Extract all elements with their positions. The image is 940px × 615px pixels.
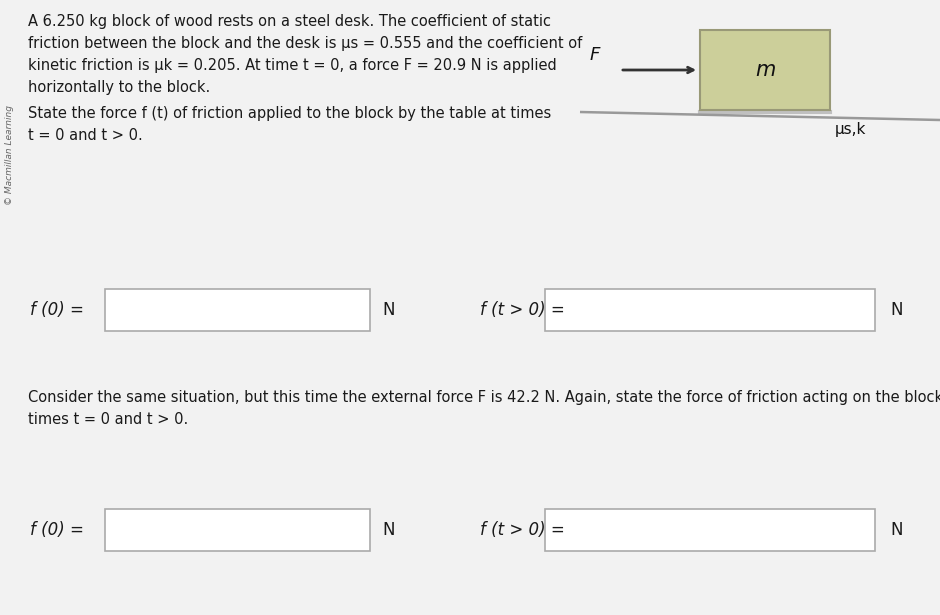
- Bar: [700, 30, 830, 110]
- Text: friction between the block and the desk is μs = 0.555 and the coefficient of: friction between the block and the desk …: [28, 36, 582, 51]
- Text: State the force f (t) of friction applied to the block by the table at times: State the force f (t) of friction applie…: [28, 106, 551, 121]
- Bar: [105, 509, 370, 551]
- Text: N: N: [890, 301, 902, 319]
- Text: © Macmillan Learning: © Macmillan Learning: [6, 105, 14, 205]
- Text: Consider the same situation, but this time the external force F is 42.2 N. Again: Consider the same situation, but this ti…: [28, 390, 940, 405]
- Text: f (0) =: f (0) =: [30, 301, 84, 319]
- Text: A 6.250 kg block of wood rests on a steel desk. The coefficient of static: A 6.250 kg block of wood rests on a stee…: [28, 14, 551, 29]
- Text: f (t > 0) =: f (t > 0) =: [480, 521, 565, 539]
- Bar: [105, 289, 370, 331]
- Bar: [545, 509, 875, 551]
- Text: m: m: [755, 60, 776, 80]
- Text: horizontally to the block.: horizontally to the block.: [28, 80, 211, 95]
- Text: f (0) =: f (0) =: [30, 521, 84, 539]
- Text: t = 0 and t > 0.: t = 0 and t > 0.: [28, 128, 143, 143]
- Text: kinetic friction is μk = 0.205. At time t = 0, a force F = 20.9 N is applied: kinetic friction is μk = 0.205. At time …: [28, 58, 556, 73]
- Text: N: N: [382, 301, 395, 319]
- Text: F: F: [590, 46, 601, 64]
- Text: N: N: [890, 521, 902, 539]
- Bar: [545, 289, 875, 331]
- Text: f (t > 0) =: f (t > 0) =: [480, 301, 565, 319]
- Text: N: N: [382, 521, 395, 539]
- Text: μs,k: μs,k: [835, 122, 867, 137]
- Text: times t = 0 and t > 0.: times t = 0 and t > 0.: [28, 412, 188, 427]
